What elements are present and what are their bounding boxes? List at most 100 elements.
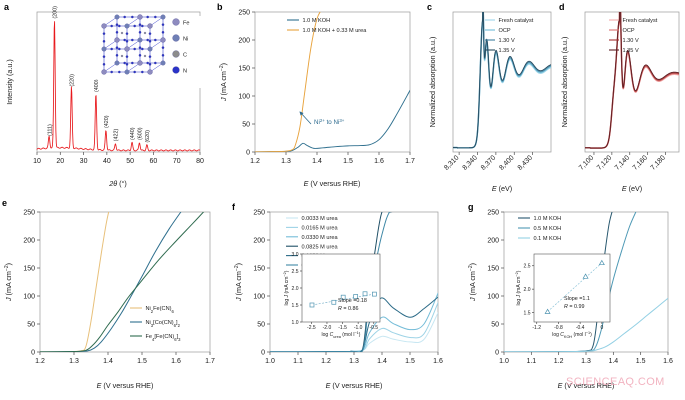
panel-e-label: e (2, 198, 8, 208)
svg-text:1.2: 1.2 (321, 358, 331, 365)
svg-text:-0.8: -0.8 (554, 325, 563, 331)
svg-text:1.5: 1.5 (524, 311, 531, 317)
inset-frame (301, 253, 381, 323)
svg-text:0: 0 (31, 349, 35, 356)
xanes-fe-plot: 7,100 7,120 7,140 7,160 7,180 Fresh catalyst… (560, 11, 680, 193)
axis-y-title-c: Normalized absorption (a.u.) (428, 37, 437, 128)
atom-marker (172, 34, 180, 42)
inset-point (340, 294, 346, 300)
axis-x-title-c: E (eV) (492, 184, 512, 193)
svg-text:-0.4: -0.4 (576, 325, 585, 331)
lsv-curve (255, 12, 321, 152)
svg-text:200: 200 (487, 237, 499, 244)
inset-point (582, 273, 589, 279)
xanes-curve (585, 12, 679, 149)
svg-text:200: 200 (253, 237, 265, 244)
lsv-curve (255, 89, 410, 152)
xrd-peak-label: (111) (47, 124, 53, 136)
panel-e: e 1.2 1.3 1.4 1.5 1.6 1.7 0 50 100 150 200 250 Ni2F… (0, 196, 228, 400)
svg-text:8,370: 8,370 (480, 154, 497, 171)
svg-text:250: 250 (253, 209, 265, 216)
legend-label: 0.1 M KOH (534, 236, 562, 242)
legend-label: 0.0825 M urea (302, 244, 339, 250)
panel-a: a 10 20 30 40 50 60 70 80 (111) (200) (220) (400) (… (0, 0, 215, 196)
svg-text:1.6: 1.6 (374, 158, 384, 165)
svg-text:1.0: 1.0 (265, 358, 275, 365)
xrd-peak-label: (620) (145, 130, 151, 143)
svg-text:-1.2: -1.2 (532, 325, 541, 331)
svg-text:100: 100 (253, 293, 265, 300)
svg-text:1.5: 1.5 (405, 358, 415, 365)
lsv-plot-g: 1.0 1.1 1.2 1.3 1.4 1.5 1.6 0 50 100 150 200 250 1.0… (468, 209, 673, 390)
axis-x-title-f: E (V versus RHE) (326, 381, 383, 390)
inset-point (331, 299, 337, 305)
legend-label: 1.0 M KOH (303, 18, 331, 24)
svg-text:0: 0 (261, 349, 265, 356)
legend-label: Ni3[Co(CN)6]2 (146, 320, 181, 328)
svg-text:-0.5: -0.5 (369, 325, 378, 331)
xrd-peak-label: (200) (53, 6, 59, 19)
lsv-plot-b: 1.2 1.3 1.4 1.5 1.6 1.7 0 50 100 150 200 250 1.0 M … (219, 9, 415, 188)
svg-text:7,100: 7,100 (578, 154, 595, 171)
svg-text:1.5: 1.5 (137, 358, 147, 365)
svg-text:1.5: 1.5 (636, 358, 646, 365)
xrd-peak-label: (420) (104, 115, 110, 128)
svg-text:1.6: 1.6 (171, 358, 181, 365)
svg-text:1.1: 1.1 (526, 358, 536, 365)
legend-label: 0.0033 M urea (302, 216, 339, 222)
svg-text:1.3: 1.3 (69, 358, 79, 365)
svg-text:30: 30 (80, 158, 88, 165)
lsv-plot-f: 1.0 1.1 1.2 1.3 1.4 1.5 1.6 0 50 100 150 200 250 0.0… (234, 209, 443, 390)
inset-x-title: log Curea (mol l−1) (322, 331, 361, 339)
svg-text:8,340: 8,340 (462, 154, 479, 171)
legend-label: 0.5 M KOH (534, 226, 562, 232)
annotation-ni-transition: Ni2+ to Ni3+ (314, 118, 345, 127)
svg-text:100: 100 (238, 93, 250, 100)
svg-text:50: 50 (242, 121, 250, 128)
inset-point (372, 291, 377, 297)
inset-r-label: R = 0.86 (338, 306, 359, 312)
panel-f: f 1.0 1.1 1.2 1.3 1.4 1.5 1.6 0 50 100 150 200 250 0… (228, 196, 456, 400)
legend-label: Fresh catalyst (499, 18, 534, 24)
legend-label: 1.0 M KOH (534, 216, 562, 222)
legend-label: 1.35 V (499, 48, 515, 54)
svg-text:60: 60 (150, 158, 158, 165)
svg-text:150: 150 (253, 265, 265, 272)
legend-label: 0.0330 M urea (302, 235, 339, 241)
atom-marker (172, 50, 180, 58)
inset-point (309, 302, 315, 308)
legend-label: Fe4[Fe(CN)6]3 (146, 334, 182, 342)
lsv-plot-e: 1.2 1.3 1.4 1.5 1.6 1.7 0 50 100 150 200 250 Ni2Fe(… (4, 209, 215, 390)
legend-label: 1.0 M KOH + 0.33 M urea (303, 28, 368, 34)
xrd-peak-label: (220) (70, 74, 76, 87)
svg-text:1.2: 1.2 (250, 158, 260, 165)
inset-slope-label: Slope =1.1 (564, 296, 590, 302)
panel-b-label: b (217, 2, 223, 12)
svg-text:-1.5: -1.5 (338, 325, 347, 331)
svg-text:1.6: 1.6 (433, 358, 443, 365)
svg-text:-2.5: -2.5 (307, 325, 316, 331)
svg-text:1.5: 1.5 (292, 303, 299, 309)
inset-slope-label: Slope =0.18 (338, 298, 367, 304)
legend-label: OCP (499, 28, 511, 34)
svg-text:2.0: 2.0 (524, 287, 531, 293)
atom-label: Ni (183, 36, 188, 42)
svg-text:1.6: 1.6 (663, 358, 673, 365)
svg-text:1.2: 1.2 (554, 358, 564, 365)
svg-text:1.0: 1.0 (499, 358, 509, 365)
svg-text:50: 50 (27, 321, 35, 328)
svg-text:150: 150 (238, 65, 250, 72)
xanes-ni-plot: 8,310 8,340 8,370 8,400 8,430 Fresh catalyst… (428, 11, 552, 193)
inset-x-title: log CKOH (mol l−1) (552, 331, 592, 339)
svg-text:150: 150 (487, 265, 499, 272)
svg-text:-2.0: -2.0 (323, 325, 332, 331)
panel-d-label: d (559, 2, 565, 12)
svg-text:7,180: 7,180 (650, 154, 667, 171)
svg-text:250: 250 (23, 209, 35, 216)
panel-d: d 7,100 7,120 7,140 7,160 7,180 Fresh cataly… (557, 0, 685, 196)
atom-marker (172, 66, 180, 74)
svg-text:1.2: 1.2 (35, 358, 45, 365)
svg-text:7,160: 7,160 (632, 154, 649, 171)
lsv-curve (504, 297, 668, 352)
svg-text:1.4: 1.4 (608, 358, 618, 365)
